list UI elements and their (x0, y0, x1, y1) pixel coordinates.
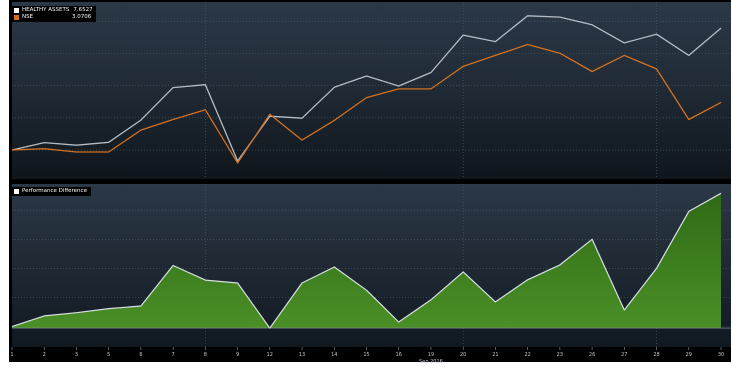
legend-label-healthy-assets: HEALTHY ASSETS (22, 7, 70, 13)
x-tick-label: 30 (718, 352, 724, 358)
x-tick-label: 13 (299, 352, 305, 358)
x-tick-label: 21 (492, 352, 498, 358)
legend-value-nse: 3.0706 (72, 14, 92, 20)
x-tick-label: 22 (524, 352, 530, 358)
x-tick-label: 3 (75, 352, 78, 358)
legend-label-nse: NSE (22, 14, 34, 20)
legend-entry-nse: NSE 3.0706 (14, 14, 93, 21)
x-tick-label: 2 (43, 352, 46, 358)
top-legend: HEALTHY ASSETS 7.6527 NSE 3.0706 (12, 6, 96, 22)
legend-swatch-healthy-assets (14, 8, 19, 13)
top-panel-grid (12, 2, 731, 179)
x-axis-label: Sep 2016 (419, 359, 443, 365)
x-tick-label: 27 (621, 352, 627, 358)
x-tick-label: 7 (172, 352, 175, 358)
x-axis: 1 2 3 5 6 7 8 9 12 13 14 15 16 19 20 21 22 23 26 27 28 29 30Se… (10, 347, 724, 365)
performance-difference-line (11, 192, 722, 329)
x-tick-label: 5 (107, 352, 110, 358)
series-line-nse (11, 43, 722, 164)
x-tick-label: 29 (686, 352, 692, 358)
x-tick-label: 8 (204, 352, 207, 358)
x-tick-label: 14 (331, 352, 337, 358)
x-tick-label: 16 (396, 352, 402, 358)
bottom-legend: Performance Difference (12, 187, 91, 196)
x-tick-label: 28 (653, 352, 659, 358)
x-tick-label: 26 (589, 352, 595, 358)
x-tick-label: 23 (557, 352, 563, 358)
bottom-panel-area (11, 192, 731, 329)
x-tick-label: 1 (10, 352, 13, 358)
performance-difference-area (12, 193, 721, 329)
top-panel-background (12, 2, 731, 179)
x-tick-label: 12 (267, 352, 273, 358)
legend-swatch-performance-difference (14, 189, 19, 194)
legend-label-performance-difference: Performance Difference (22, 188, 87, 194)
x-tick-label: 6 (139, 352, 142, 358)
x-tick-label: 19 (428, 352, 434, 358)
legend-entry-healthy-assets: HEALTHY ASSETS 7.6527 (14, 7, 93, 14)
legend-swatch-nse (14, 15, 19, 20)
series-line-healthy-assets (11, 15, 722, 162)
x-tick-label: 20 (460, 352, 466, 358)
x-tick-label: 15 (363, 352, 369, 358)
legend-value-healthy-assets: 7.6527 (73, 7, 93, 13)
top-panel-lines (11, 15, 722, 164)
legend-entry-performance-difference: Performance Difference (14, 188, 87, 195)
x-tick-label: 9 (236, 352, 239, 358)
